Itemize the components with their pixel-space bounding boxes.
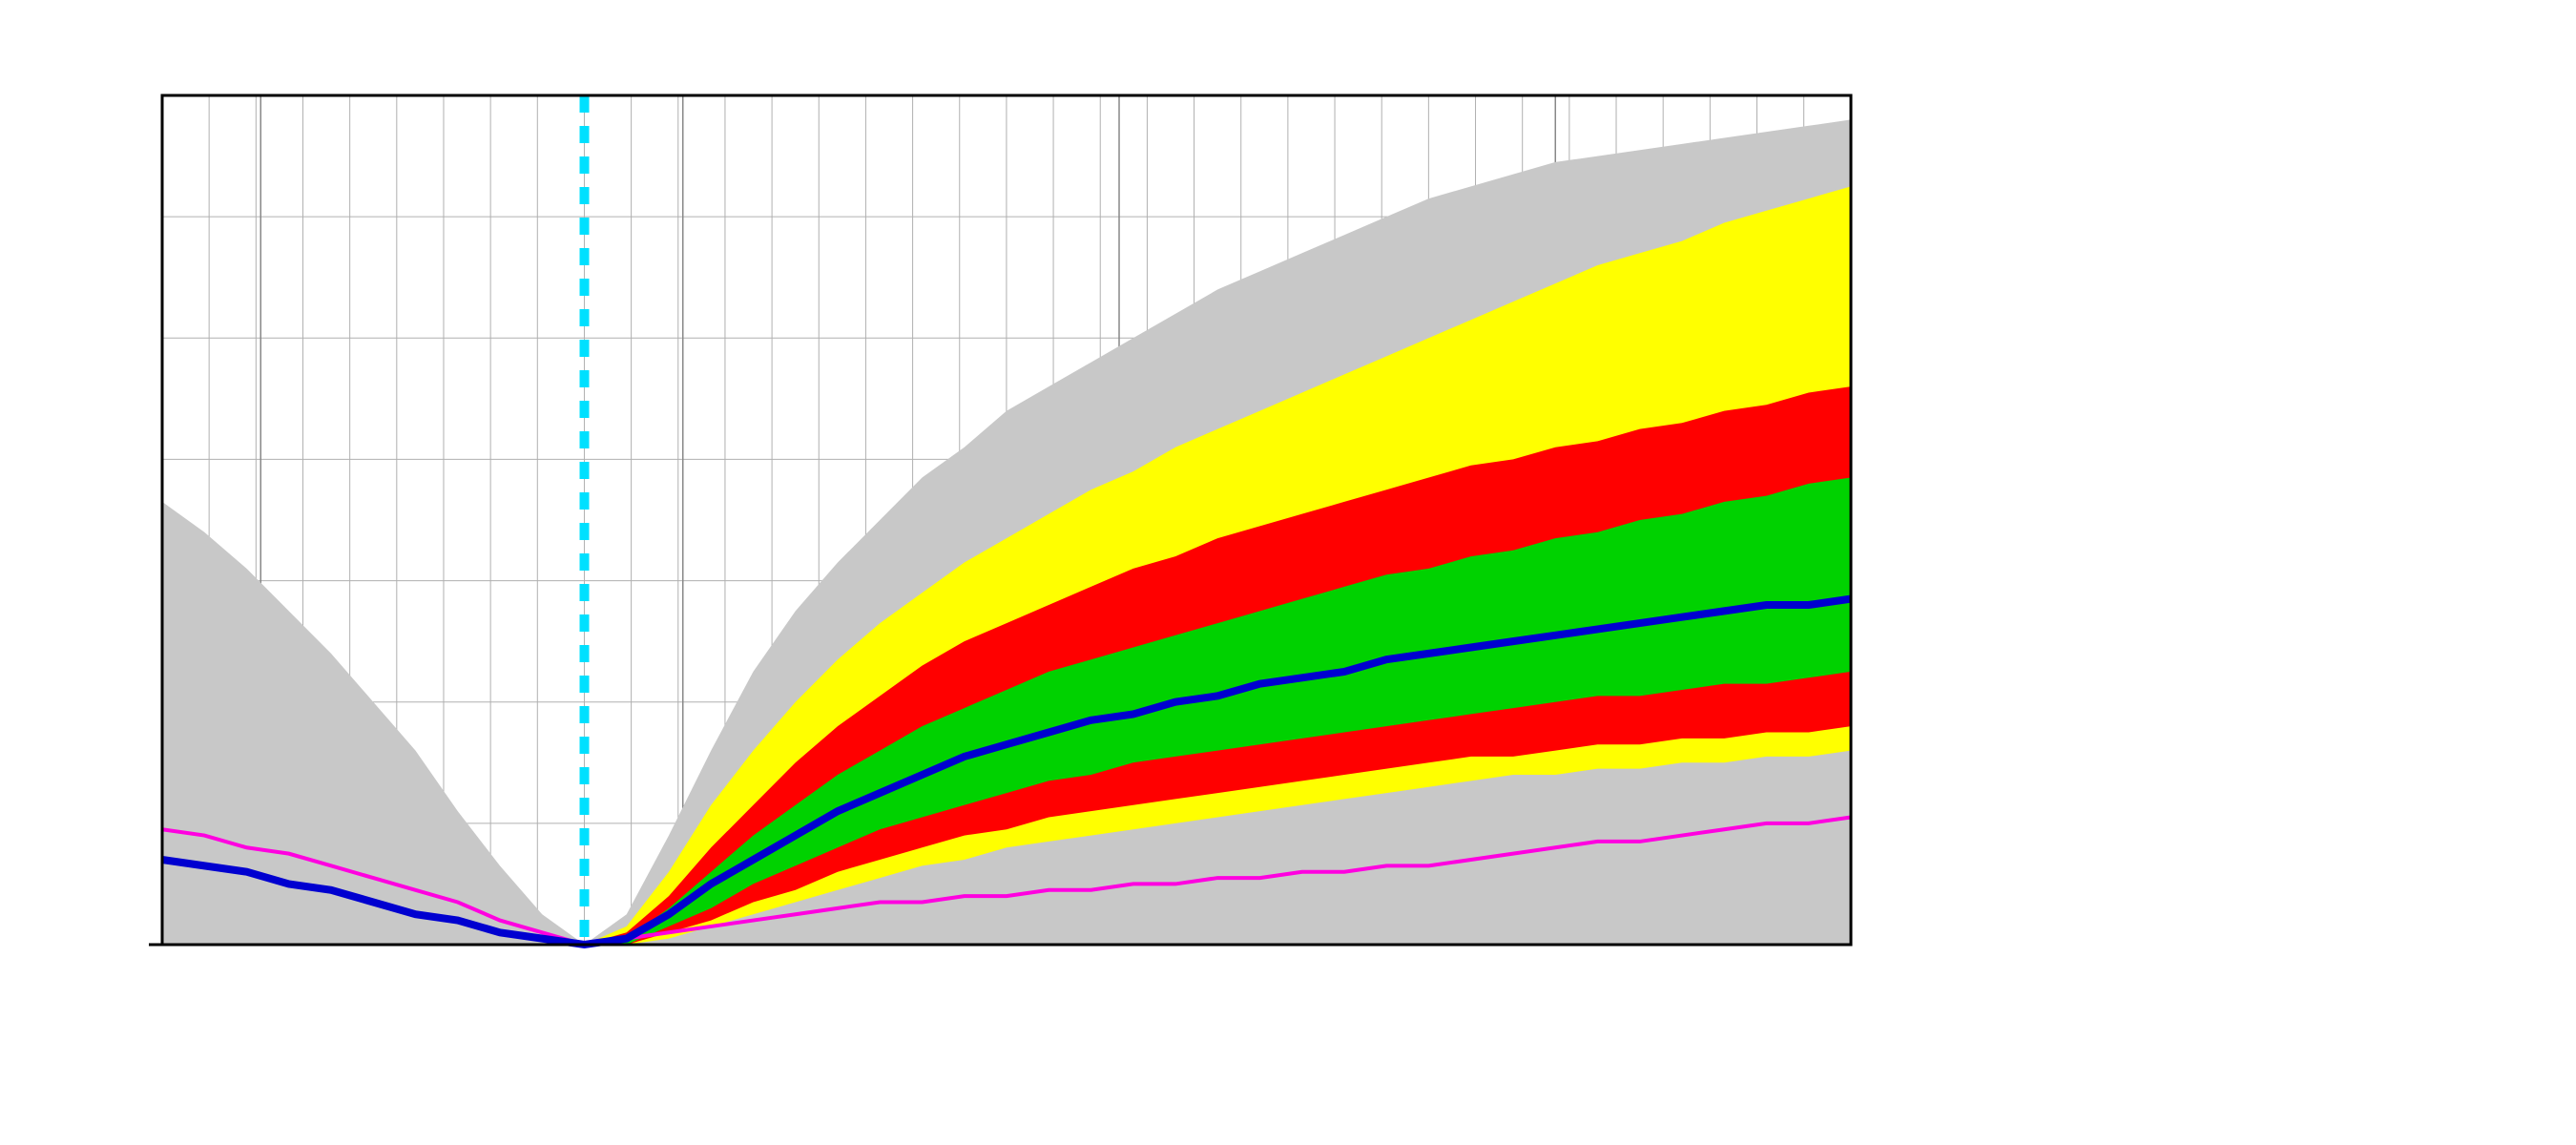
chart-container (0, 0, 2576, 1145)
runoff-chart (0, 0, 2576, 1145)
